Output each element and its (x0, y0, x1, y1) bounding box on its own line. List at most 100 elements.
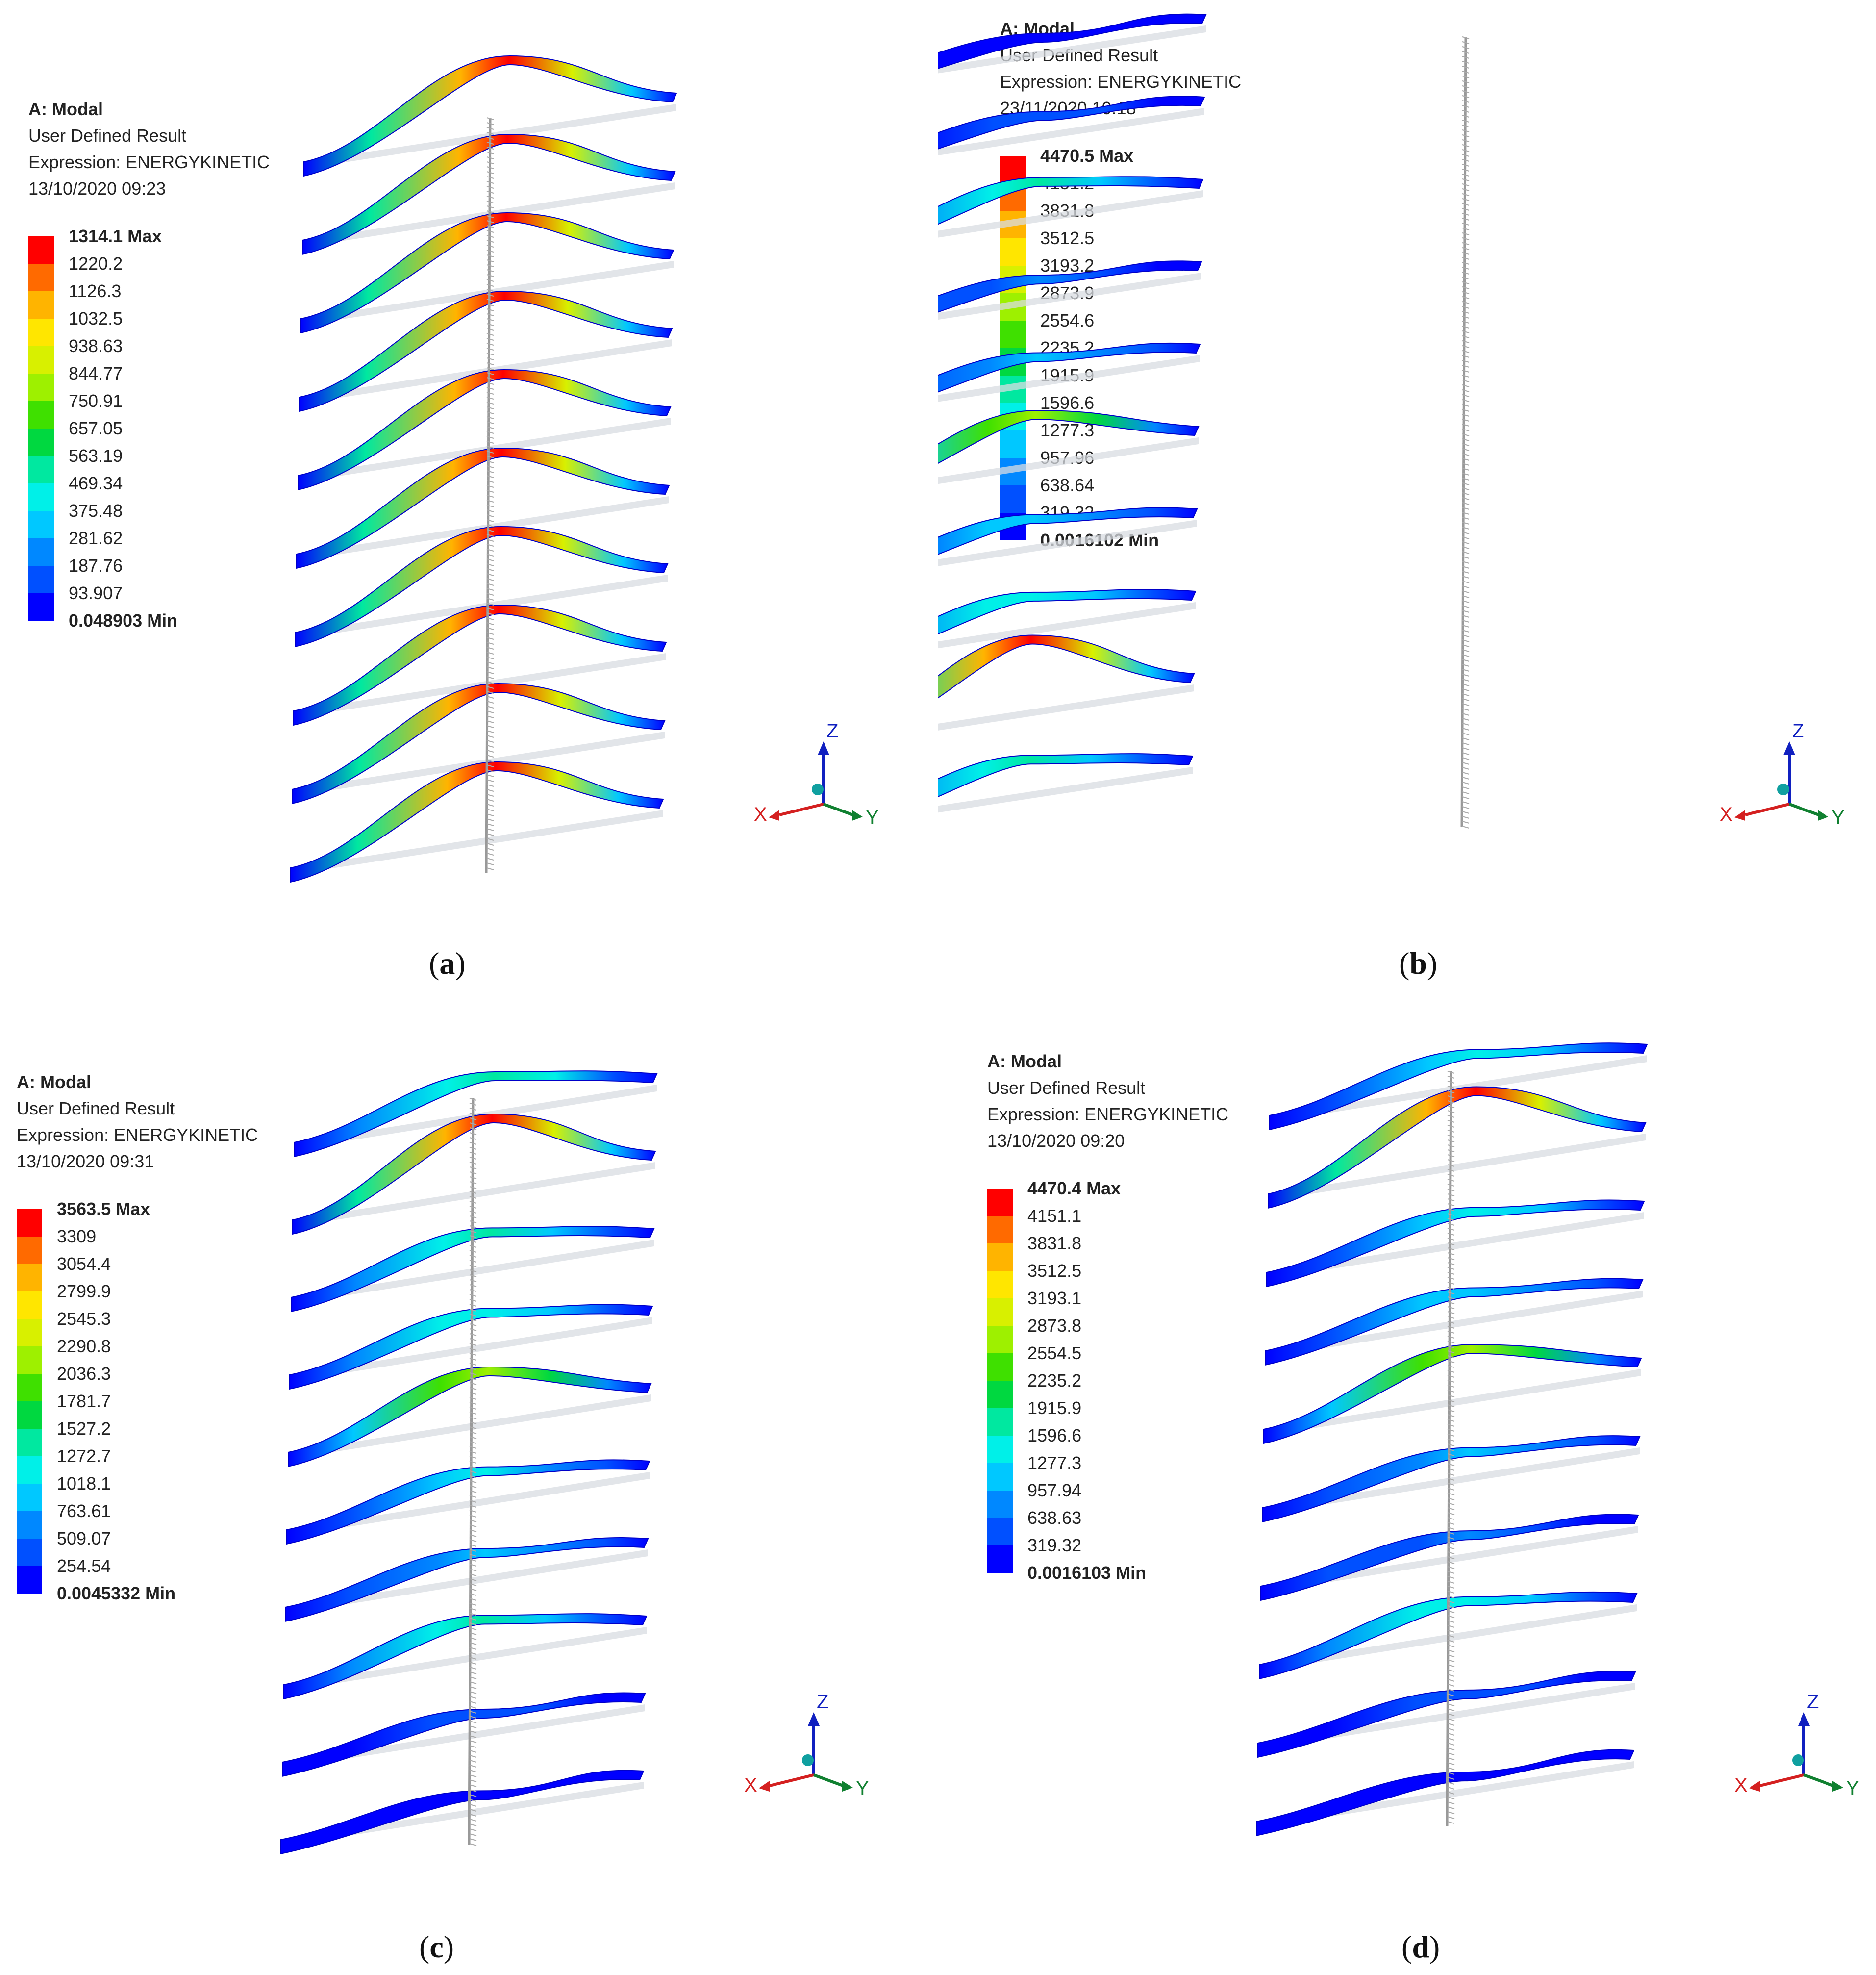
reference-strip (938, 767, 1193, 813)
reference-strip (287, 1472, 650, 1537)
cable-coil (1447, 1546, 1455, 1549)
cable-coil (469, 1519, 477, 1522)
cable-coil (1447, 1071, 1455, 1074)
cable-coil (469, 1461, 477, 1464)
legend-result: User Defined Result (17, 1098, 175, 1118)
panel-b: A: Modal User Defined Result Expression:… (938, 0, 1876, 988)
z-axis-arrow (1798, 1712, 1810, 1726)
cable-coil (469, 1598, 477, 1601)
cable-coil (1462, 262, 1470, 265)
cable-coil (469, 1255, 477, 1258)
cable-coil (469, 1475, 477, 1478)
cable-coil (1447, 1341, 1455, 1343)
cable-coil (486, 397, 494, 400)
deformed-strip (938, 176, 1204, 225)
cable-coil (1447, 1115, 1455, 1118)
legend-swatch (28, 511, 54, 538)
cable-coil (486, 563, 494, 566)
cable-coil (469, 1196, 477, 1199)
cable-coil (486, 637, 494, 640)
cable-coil (486, 661, 494, 664)
cable-coil (486, 353, 494, 355)
legend-swatch (17, 1209, 42, 1237)
deformed-strip (1266, 1199, 1645, 1288)
cable-coil (1447, 1184, 1455, 1187)
cable-coil (469, 1794, 477, 1797)
cable-coil (1447, 1645, 1455, 1647)
cable-coil (469, 1451, 477, 1454)
cable-coil (486, 862, 494, 865)
cable-coil (486, 142, 494, 145)
cable-coil (486, 774, 494, 777)
cable-coil (486, 411, 494, 414)
cable-coil (1462, 56, 1470, 59)
z-axis-arrow (808, 1712, 820, 1726)
legend-tick-label: 2554.6 (1040, 310, 1095, 330)
cable-coil (1462, 272, 1470, 275)
cable-coil (469, 1147, 477, 1150)
legend-tick-label: 1018.1 (57, 1473, 111, 1494)
reference-strip (1264, 1369, 1641, 1436)
legend-swatch (17, 1237, 42, 1264)
cable-coil (1462, 281, 1470, 284)
cable-coil (1462, 41, 1470, 44)
reference-strip (938, 520, 1197, 566)
legend-title: A: Modal (28, 99, 103, 119)
cable-coil (469, 1701, 477, 1704)
cable-coil (1462, 674, 1470, 677)
cable-coil (1447, 1453, 1455, 1456)
cable-coil (1447, 1728, 1455, 1731)
legend-swatch (987, 1463, 1013, 1491)
cable-coil (469, 1191, 477, 1194)
cable-coil (1447, 1478, 1455, 1481)
cable-coil (1447, 1806, 1455, 1809)
cable-coil (1462, 806, 1470, 809)
legend-tick-label: 509.07 (57, 1528, 111, 1548)
cable-coil (1462, 438, 1470, 441)
cable-coil (1447, 1512, 1455, 1515)
legend-expression: Expression: ENERGYKINETIC (28, 152, 270, 172)
reference-strip (282, 1704, 645, 1769)
cable-coil (1462, 684, 1470, 686)
cable-coil (1447, 1424, 1455, 1427)
legend-result: User Defined Result (987, 1078, 1146, 1098)
deformed-strip (938, 589, 1197, 635)
cable-coil (1462, 193, 1470, 196)
cable-coil (486, 205, 494, 208)
cable-coil (1447, 1581, 1455, 1584)
cable-coil (469, 1573, 477, 1576)
cable-coil (469, 1833, 477, 1836)
reference-strip (938, 25, 1206, 74)
legend-tick-label: 4151.1 (1027, 1206, 1082, 1226)
cable-coil (1462, 487, 1470, 490)
cable-coil (486, 456, 494, 458)
reference-strip (938, 437, 1199, 484)
deformed-strip (1256, 1749, 1635, 1837)
cable-coil (486, 451, 494, 454)
cable-coil (1447, 1797, 1455, 1799)
legend-tick-label: 281.62 (69, 528, 123, 548)
cable-coil (1447, 1689, 1455, 1692)
cable-coil (1447, 1679, 1455, 1682)
cable-coil (1462, 595, 1470, 598)
cable-coil (1462, 791, 1470, 794)
cable-coil (1447, 1228, 1455, 1231)
cable-coil (1447, 1394, 1455, 1397)
cable-coil (1447, 1698, 1455, 1701)
cable-coil (1462, 360, 1470, 363)
cable-coil (1447, 1640, 1455, 1643)
cable-coil (469, 1485, 477, 1488)
deformed-strip (1265, 1278, 1644, 1366)
cable-coil (1447, 1193, 1455, 1196)
legend-tick-label: 1781.7 (57, 1391, 111, 1411)
cable-coil (486, 289, 494, 292)
y-axis-line (823, 803, 854, 816)
cable-coil (486, 132, 494, 135)
cable-coil (1462, 796, 1470, 799)
cable-coil (1462, 242, 1470, 245)
deformed-strip (1259, 1591, 1638, 1680)
x-axis-line (779, 803, 824, 816)
cable-coil (1447, 1625, 1455, 1628)
cable-coil (1447, 1497, 1455, 1500)
cable-coil (1462, 110, 1470, 113)
